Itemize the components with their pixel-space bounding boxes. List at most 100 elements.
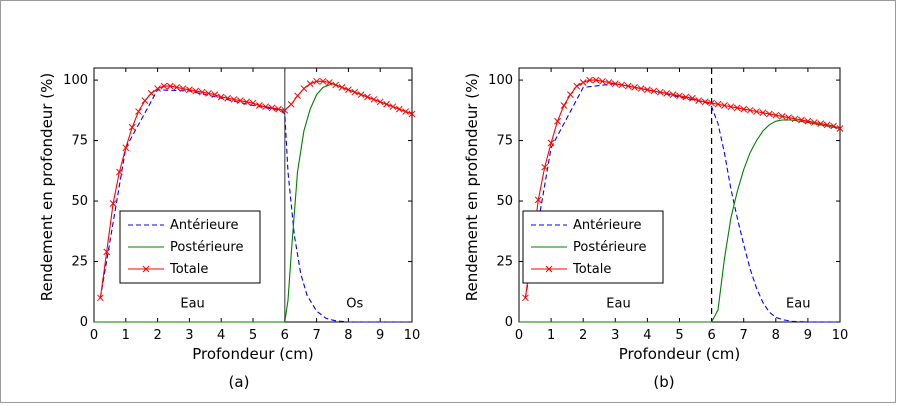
region-label: Os bbox=[346, 296, 363, 311]
region-label: Eau bbox=[786, 296, 810, 311]
data-point-marker bbox=[746, 106, 754, 114]
data-point-marker bbox=[656, 88, 664, 96]
x-tick-label: 3 bbox=[185, 328, 193, 343]
data-point-marker bbox=[804, 117, 812, 125]
data-point-marker bbox=[294, 92, 301, 100]
legend-entry: Postérieure bbox=[170, 240, 243, 255]
data-point-marker bbox=[611, 80, 619, 88]
data-point-marker bbox=[791, 115, 799, 123]
data-point-marker bbox=[338, 83, 346, 91]
data-point-marker bbox=[599, 77, 606, 85]
data-point-marker bbox=[135, 108, 142, 115]
data-point-marker bbox=[631, 83, 638, 91]
data-point-marker bbox=[205, 90, 212, 97]
data-point-marker bbox=[695, 97, 703, 105]
data-point-marker bbox=[644, 86, 651, 94]
legend: Antérieure Postérieure Totale bbox=[119, 210, 261, 284]
y-tick-label: 50 bbox=[496, 194, 513, 209]
legend-entry: Antérieure bbox=[170, 218, 238, 233]
x-tick-label: 2 bbox=[579, 328, 587, 343]
legend-marker bbox=[142, 265, 150, 273]
legend: Antérieure Postérieure Totale bbox=[522, 210, 664, 284]
y-tick-label: 25 bbox=[496, 255, 513, 270]
data-point-marker bbox=[313, 77, 320, 85]
data-point-marker bbox=[141, 97, 149, 105]
data-point-marker bbox=[224, 94, 231, 102]
data-point-marker bbox=[810, 119, 818, 126]
data-point-marker bbox=[688, 94, 696, 102]
x-tick-label: 7 bbox=[312, 328, 320, 343]
data-point-marker bbox=[128, 123, 136, 131]
panel-caption: (a) bbox=[229, 373, 250, 391]
data-point-marker bbox=[785, 114, 792, 121]
data-point-marker bbox=[217, 93, 225, 101]
data-point-marker bbox=[256, 102, 263, 109]
data-point-marker bbox=[766, 110, 773, 118]
x-tick-label: 2 bbox=[153, 328, 161, 343]
data-point-marker bbox=[122, 144, 130, 152]
data-point-marker bbox=[567, 91, 574, 98]
data-point-marker bbox=[395, 105, 403, 113]
x-tick-label: 1 bbox=[547, 328, 555, 343]
data-point-marker bbox=[402, 108, 409, 115]
data-point-marker bbox=[230, 96, 238, 103]
data-point-marker bbox=[275, 105, 282, 113]
data-point-marker bbox=[103, 248, 111, 256]
y-tick-label: 25 bbox=[71, 255, 88, 270]
data-point-marker bbox=[650, 87, 658, 95]
y-tick-label: 100 bbox=[63, 73, 88, 88]
data-point-marker bbox=[714, 100, 722, 108]
data-point-marker bbox=[300, 85, 308, 92]
legend-entry: Postérieure bbox=[573, 240, 646, 255]
x-tick-label: 9 bbox=[804, 328, 812, 343]
x-axis-label: Profondeur (cm) bbox=[619, 345, 741, 363]
data-point-marker bbox=[579, 79, 587, 86]
data-point-marker bbox=[759, 109, 767, 117]
data-point-marker bbox=[772, 111, 780, 119]
y-tick-label: 75 bbox=[71, 134, 88, 149]
x-tick-label: 6 bbox=[707, 328, 715, 343]
legend-marker bbox=[545, 265, 553, 273]
region-label: Eau bbox=[606, 296, 630, 311]
data-point-marker bbox=[676, 92, 683, 100]
x-tick-label: 10 bbox=[404, 328, 421, 343]
data-point-marker bbox=[364, 93, 371, 101]
data-point-marker bbox=[383, 100, 390, 108]
data-point-marker bbox=[817, 120, 825, 127]
data-point-marker bbox=[370, 96, 378, 103]
data-point-marker bbox=[268, 104, 276, 112]
data-point-marker bbox=[708, 99, 715, 107]
y-axis-label: Rendement en profondeur (%) bbox=[38, 73, 56, 301]
legend-entry: Antérieure bbox=[573, 218, 641, 233]
data-point-marker bbox=[325, 79, 333, 86]
y-axis-label: Rendement en profondeur (%) bbox=[463, 73, 481, 301]
x-tick-label: 4 bbox=[643, 328, 651, 343]
data-point-marker bbox=[332, 81, 340, 89]
data-point-marker bbox=[147, 90, 155, 97]
x-axis-label: Profondeur (cm) bbox=[192, 345, 314, 363]
x-tick-label: 10 bbox=[832, 328, 849, 343]
data-point-marker bbox=[198, 88, 206, 96]
x-tick-label: 0 bbox=[90, 328, 98, 343]
data-point-marker bbox=[836, 125, 844, 132]
data-point-marker bbox=[287, 100, 295, 108]
data-point-marker bbox=[109, 200, 117, 207]
data-point-marker bbox=[753, 108, 760, 115]
data-point-marker bbox=[345, 86, 352, 94]
plot-area bbox=[518, 67, 841, 323]
legend-entry: Totale bbox=[169, 262, 208, 277]
data-point-marker bbox=[522, 294, 529, 302]
y-tick-label: 0 bbox=[80, 315, 88, 330]
data-point-marker bbox=[236, 97, 244, 105]
x-tick-label: 6 bbox=[281, 328, 289, 343]
x-tick-label: 9 bbox=[376, 328, 384, 343]
x-tick-label: 5 bbox=[249, 328, 257, 343]
y-tick-label: 0 bbox=[505, 315, 513, 330]
data-point-marker bbox=[682, 93, 690, 101]
data-point-marker bbox=[733, 104, 741, 112]
x-tick-label: 1 bbox=[122, 328, 130, 343]
x-tick-label: 7 bbox=[740, 328, 748, 343]
data-point-marker bbox=[573, 82, 581, 90]
